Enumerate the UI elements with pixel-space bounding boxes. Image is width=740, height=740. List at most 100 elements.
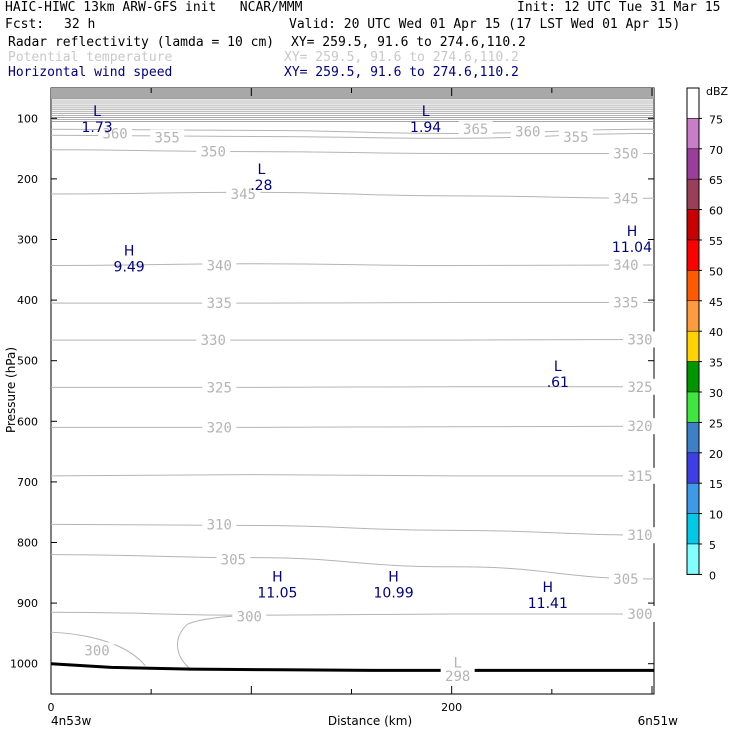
theta-label: 300 (84, 643, 109, 659)
valid-time: Valid: 20 UTC Wed 01 Apr 15 (17 LST Wed … (289, 17, 681, 32)
theta-label-bg (510, 123, 545, 140)
theta-isoline (50, 263, 655, 267)
theta-isoline (50, 338, 655, 341)
colorbar-level-label: 75 (709, 113, 723, 126)
theta-label-bg (232, 608, 267, 625)
theta-label: 345 (231, 187, 256, 203)
theta-label-bg (458, 121, 493, 138)
colorbar-level-label: 25 (709, 417, 723, 430)
colorbar-level-label: 10 (709, 509, 723, 522)
wind-extremum-value: 1.94 (410, 120, 441, 136)
theta-label-bg (202, 379, 237, 396)
theta-label: 360 (102, 126, 127, 142)
wind-extremum-value: 11.41 (528, 596, 568, 612)
wind-extremum-mark: L (257, 162, 265, 178)
theta-label: 345 (613, 191, 638, 207)
y-tick-label: 800 (17, 537, 38, 550)
colorbar-level-label: 65 (709, 174, 723, 187)
theta-isoline (50, 523, 655, 536)
theta-label-bg (608, 294, 643, 311)
init-time: Init: 12 UTC Tue 31 Mar 15 (517, 0, 721, 15)
colorbar-swatch (686, 482, 700, 514)
colorbar-swatch (686, 87, 700, 119)
colorbar-level-label: 20 (709, 448, 723, 461)
theta-label: 340 (613, 258, 638, 274)
colorbar-swatch (686, 300, 700, 332)
theta-label: 325 (627, 380, 652, 396)
theta-label: 300 (237, 609, 262, 625)
terrain-line (50, 662, 654, 672)
colorbar-swatch (686, 209, 700, 241)
colorbar-level-label: 35 (709, 357, 723, 370)
wind-extremum-mark: H (543, 580, 554, 596)
theta-label-bg (608, 570, 643, 587)
theta-label: 315 (627, 469, 652, 485)
theta-label: 325 (207, 380, 232, 396)
theta-isoline (50, 191, 655, 199)
field-xy-theta: XY= 259.5, 91.6 to 274.6,110.2 (284, 50, 519, 65)
wind-extremum-mark: H (124, 244, 135, 260)
colorbar-level-label: 5 (709, 539, 716, 552)
theta-label-bg (622, 331, 657, 348)
wind-extremum-value: .28 (250, 178, 272, 194)
wind-extremum-value: 11.04 (612, 240, 652, 256)
colorbar-swatch (686, 330, 700, 362)
theta-label-bg (80, 642, 115, 659)
wind-extremum-value: 10.99 (374, 586, 414, 602)
theta-label-bg (608, 190, 643, 207)
theta-label-bg (196, 143, 231, 160)
wind-extremum-mark: H (388, 570, 399, 586)
theta-label: 330 (627, 332, 652, 348)
y-tick-label: 500 (17, 355, 38, 368)
theta-isoline (50, 611, 654, 616)
y-tick-label: 100 (17, 112, 38, 125)
y-tick-label: 400 (17, 294, 38, 307)
theta-label: 335 (613, 296, 638, 312)
theta-label-bg (622, 467, 657, 484)
theta-label: 355 (155, 131, 180, 147)
theta-label-bg (202, 257, 237, 274)
colorbar-swatch (686, 148, 700, 180)
y-tick-label: 1000 (10, 658, 38, 671)
contour-labels: 360 355 365 360 355 350 350 345 345 340 340 335 335 3… (80, 104, 657, 685)
field-name-wind: Horizontal wind speed (8, 65, 173, 80)
colorbar-swatch (686, 513, 700, 545)
theta-label: 330 (201, 333, 226, 349)
wind-extremum-mark: H (272, 570, 283, 586)
wind-extremum-mark: L (554, 359, 562, 375)
theta-label-bg (150, 129, 185, 146)
theta-label: 310 (207, 517, 232, 533)
theta-label-bg (608, 256, 643, 273)
theta-isoline (50, 149, 654, 154)
theta-label: 300 (627, 607, 652, 623)
colorbar-swatch (686, 422, 700, 454)
theta-label-bg (196, 332, 231, 349)
left-endpoint-label: 4n53w (51, 714, 92, 728)
colorbar-swatch (686, 118, 700, 150)
colorbar-swatch (686, 361, 700, 393)
theta-label: 320 (627, 419, 652, 435)
y-tick-label: 600 (17, 415, 38, 428)
colorbar-level-label: 30 (709, 387, 723, 400)
wind-extremum-value: 11.05 (257, 586, 297, 602)
wind-extremum-mark: H (627, 224, 638, 240)
theta-label-bg (558, 129, 593, 146)
theta-isoline (51, 302, 654, 304)
colorbar-level-label: 45 (709, 296, 723, 309)
theta-label: 340 (207, 259, 232, 275)
wind-extremum-mark: L (93, 104, 101, 120)
colorbar-swatch (686, 452, 700, 484)
y-tick-label: 200 (17, 173, 38, 186)
upper-level-band (51, 88, 654, 122)
theta-label-bg (440, 667, 475, 684)
y-tick-label: 700 (17, 476, 38, 489)
colorbar-level-label: 70 (709, 144, 723, 157)
theta-label-bg (216, 551, 251, 568)
forecast-label: Fcst: (5, 17, 45, 32)
theta-label-bg (98, 125, 133, 142)
colorbar-swatch (686, 178, 700, 210)
theta-label: 320 (207, 420, 232, 436)
colorbar-level-label: 50 (709, 265, 723, 278)
y-tick-label: 900 (17, 597, 38, 610)
colorbar-swatch (686, 239, 700, 271)
